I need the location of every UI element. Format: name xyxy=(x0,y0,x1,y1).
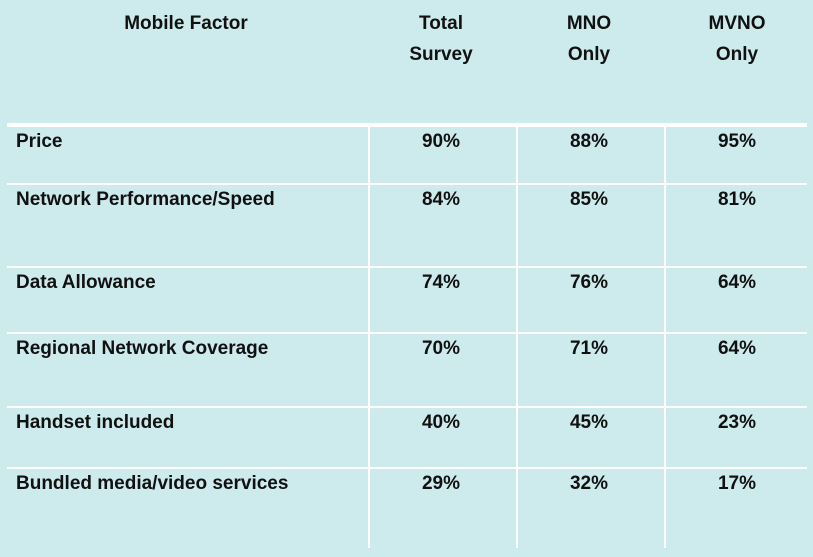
cell-value: 17% xyxy=(717,473,757,494)
row-divider xyxy=(7,406,807,408)
cell-value: 88% xyxy=(569,131,609,152)
row-label: Bundled media/video services xyxy=(16,473,289,494)
cell-value: 64% xyxy=(717,338,757,359)
cell-value: 76% xyxy=(569,272,609,293)
column-header: MNO Only xyxy=(566,13,612,65)
cell-value: 90% xyxy=(421,131,461,152)
row-divider xyxy=(7,332,807,334)
column-header: MVNO Only xyxy=(708,13,766,65)
column-divider xyxy=(664,127,666,548)
cell-value: 95% xyxy=(717,131,757,152)
cell-value: 45% xyxy=(569,412,609,433)
row-divider xyxy=(7,266,807,268)
row-divider xyxy=(7,467,807,469)
row-label: Regional Network Coverage xyxy=(16,338,269,359)
row-divider xyxy=(7,183,807,185)
cell-value: 84% xyxy=(421,189,461,210)
row-label: Data Allowance xyxy=(16,272,156,293)
cell-value: 70% xyxy=(421,338,461,359)
cell-value: 85% xyxy=(569,189,609,210)
column-header: Mobile Factor xyxy=(124,13,248,34)
cell-value: 81% xyxy=(717,189,757,210)
cell-value: 71% xyxy=(569,338,609,359)
cell-value: 29% xyxy=(421,473,461,494)
row-label: Network Performance/Speed xyxy=(16,189,275,210)
row-label: Price xyxy=(16,131,63,152)
cell-value: 74% xyxy=(421,272,461,293)
cell-value: 32% xyxy=(569,473,609,494)
column-header: Total Survey xyxy=(409,13,473,65)
cell-value: 64% xyxy=(717,272,757,293)
cell-value: 40% xyxy=(421,412,461,433)
row-label: Handset included xyxy=(16,412,175,433)
cell-value: 23% xyxy=(717,412,757,433)
column-divider xyxy=(516,127,518,548)
header-divider xyxy=(7,123,807,127)
column-divider xyxy=(368,127,370,548)
